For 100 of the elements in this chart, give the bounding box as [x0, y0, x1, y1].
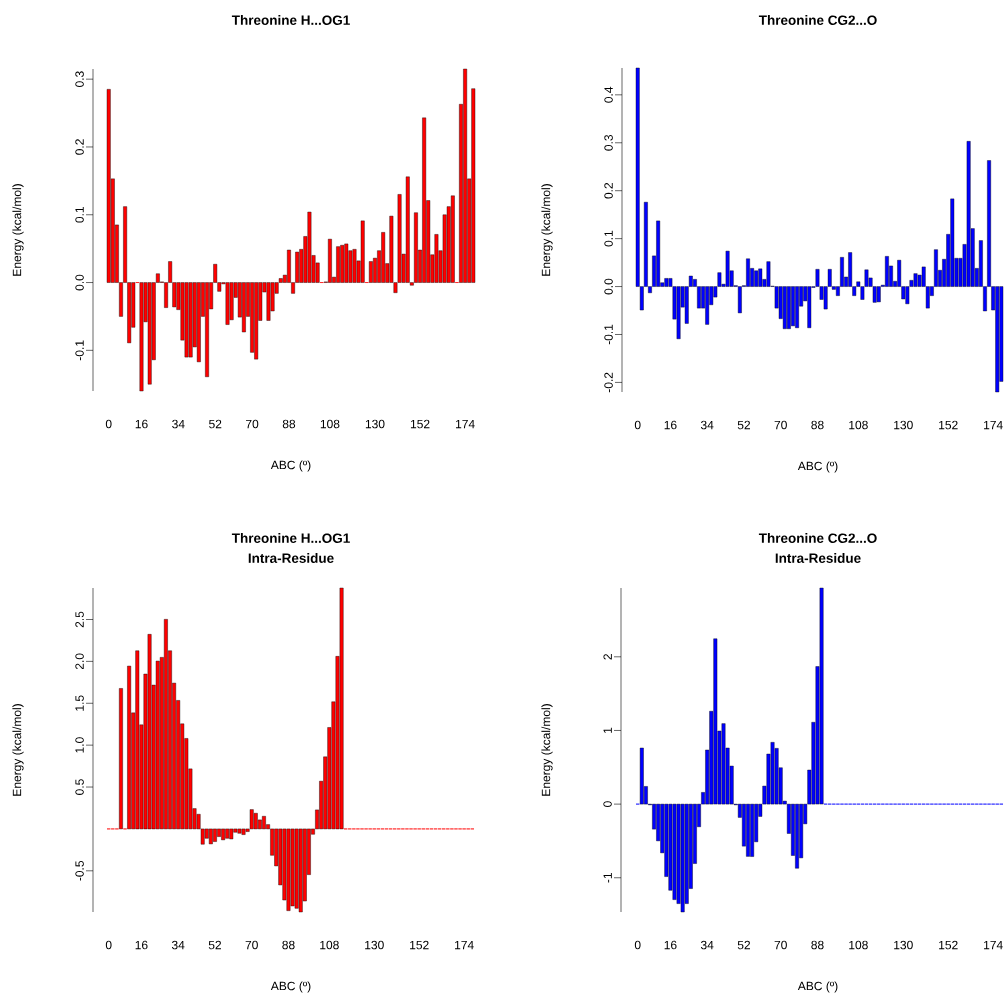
bar: [229, 828, 234, 840]
bar: [876, 286, 881, 303]
y-tick-label: 1.0: [75, 737, 84, 753]
chart-subtitle: Intra-Residue: [248, 553, 334, 564]
bar: [725, 251, 730, 287]
y-tick-label: -0.5: [75, 861, 84, 881]
bar: [290, 828, 295, 907]
bar: [381, 232, 386, 283]
x-tick-label: 152: [410, 940, 429, 950]
x-tick-label: 130: [894, 940, 913, 950]
x-tick-label: 88: [811, 420, 824, 430]
bar: [155, 661, 160, 830]
x-tick-label: 152: [939, 940, 958, 950]
bar: [750, 804, 755, 857]
x-tick-label: 52: [737, 420, 751, 430]
bar: [225, 282, 230, 325]
bar: [791, 286, 795, 327]
x-tick-label: 152: [410, 419, 430, 429]
bar: [217, 828, 221, 838]
bar: [664, 278, 669, 287]
y-tick-label: 0.2: [75, 139, 84, 156]
bar: [253, 813, 258, 830]
bar: [262, 816, 266, 830]
x-tick-label: 16: [664, 940, 677, 950]
x-tick-label: 174: [984, 421, 1003, 430]
bar: [135, 650, 140, 830]
y-tick-label: -0.1: [75, 340, 84, 361]
x-tick-label: 34: [171, 940, 185, 950]
chart-title: Threonine H...OG1: [231, 533, 350, 544]
bar: [205, 282, 209, 378]
chart-title: Threonine CG2...O: [758, 533, 877, 544]
bar: [147, 634, 152, 830]
x-tick-label: 0: [634, 420, 641, 430]
bar: [344, 243, 349, 283]
bar: [807, 286, 812, 329]
bar: [249, 809, 254, 830]
x-tick-label: 70: [246, 419, 259, 429]
y-tick-label: 1.5: [75, 695, 84, 711]
bar: [713, 638, 718, 805]
y-tick-label: -1: [603, 873, 612, 883]
x-tick-label: 52: [737, 940, 751, 950]
bar: [770, 742, 775, 805]
x-tick-label: 174: [455, 941, 474, 950]
y-axis-title: Energy (kcal/mol): [541, 184, 553, 276]
bar: [676, 286, 681, 340]
bar: [995, 286, 1000, 393]
bar: [208, 828, 213, 845]
x-tick-label: 0: [105, 419, 112, 429]
bar: [463, 69, 468, 283]
x-tick-label: 52: [209, 419, 222, 429]
y-tick-label: 0.5: [75, 779, 84, 796]
x-tick-label: 174: [984, 941, 1003, 950]
y-tick-label: 0.1: [604, 231, 613, 247]
chart-title: Threonine H...OG1: [231, 15, 350, 26]
x-axis-title: ABC (º): [797, 461, 838, 473]
y-tick-label: 2: [603, 654, 612, 660]
bar: [758, 268, 763, 287]
x-tick-label: 52: [208, 940, 221, 950]
x-tick-label: 174: [456, 420, 475, 429]
bar: [422, 117, 427, 283]
chart-subtitle: Intra-Residue: [775, 553, 861, 564]
y-axis-title: Energy (kcal/mol): [12, 704, 24, 796]
bar: [737, 286, 742, 314]
bar: [188, 282, 193, 358]
bar: [705, 286, 710, 325]
bar: [266, 282, 271, 321]
y-tick-label: 2.0: [75, 653, 84, 670]
x-tick-label: 88: [811, 940, 824, 950]
x-tick-label: 108: [849, 420, 868, 430]
x-tick-label: 130: [365, 419, 385, 429]
bar: [237, 828, 242, 834]
y-tick-label: 1: [603, 727, 612, 734]
x-tick-label: 16: [135, 940, 148, 950]
bar: [286, 828, 291, 912]
x-tick-label: 88: [282, 419, 296, 429]
x-tick-label: 152: [939, 420, 958, 430]
bar: [254, 282, 259, 360]
bar: [795, 804, 799, 869]
x-tick-label: 16: [135, 419, 148, 429]
x-tick-label: 0: [634, 940, 641, 950]
chart-title: Threonine CG2...O: [758, 15, 877, 26]
bar: [241, 282, 246, 333]
x-axis-title: ABC (º): [270, 460, 311, 472]
x-tick-label: 34: [172, 419, 185, 429]
y-tick-label: 0.2: [604, 183, 613, 199]
y-tick-label: 0.3: [75, 71, 84, 88]
bar: [229, 282, 234, 321]
bar: [795, 286, 799, 329]
y-tick-label: -0.1: [604, 324, 613, 345]
bar: [221, 828, 225, 841]
bar: [307, 212, 312, 283]
bar: [340, 245, 345, 283]
bar: [966, 141, 971, 287]
x-tick-label: 34: [700, 420, 714, 430]
bar: [184, 282, 189, 358]
bar: [336, 246, 341, 283]
bar: [754, 270, 759, 287]
bar: [471, 88, 476, 283]
bar: [786, 286, 791, 330]
bar: [680, 804, 685, 913]
